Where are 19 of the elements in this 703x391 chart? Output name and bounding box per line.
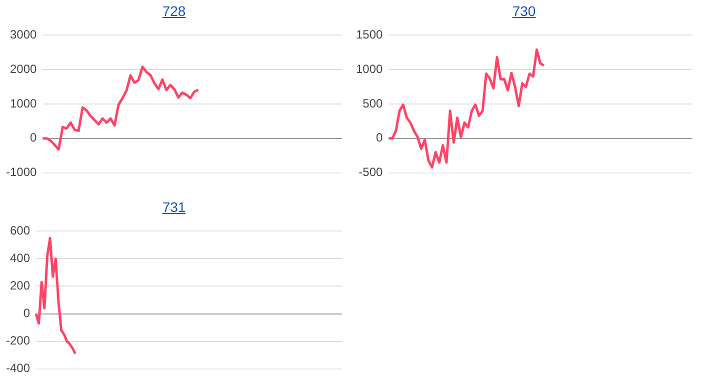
chart-title: 728 xyxy=(162,3,186,19)
y-tick-label: 1000 xyxy=(10,96,38,110)
y-tick-label: 500 xyxy=(362,96,384,110)
y-tick-label: 0 xyxy=(30,130,38,145)
y-tick-label: 1500 xyxy=(356,28,384,42)
y-tick-label: -200 xyxy=(6,334,30,348)
y-tick-label: 0 xyxy=(23,306,30,320)
y-tick-label: -500 xyxy=(358,165,384,180)
y-tick-label: -400 xyxy=(6,361,30,376)
y-tick-label: 600 xyxy=(10,224,30,238)
y-tick-label: 200 xyxy=(10,278,30,293)
y-tick-label: -1000 xyxy=(6,165,38,180)
chart-title: 731 xyxy=(162,199,186,215)
y-tick-label: 0 xyxy=(376,130,384,145)
chart-title: 730 xyxy=(512,3,536,19)
y-tick-label: 2000 xyxy=(10,62,38,76)
y-tick-label: 3000 xyxy=(10,28,38,42)
y-tick-label: 1000 xyxy=(356,62,384,76)
y-tick-label: 400 xyxy=(10,251,30,266)
